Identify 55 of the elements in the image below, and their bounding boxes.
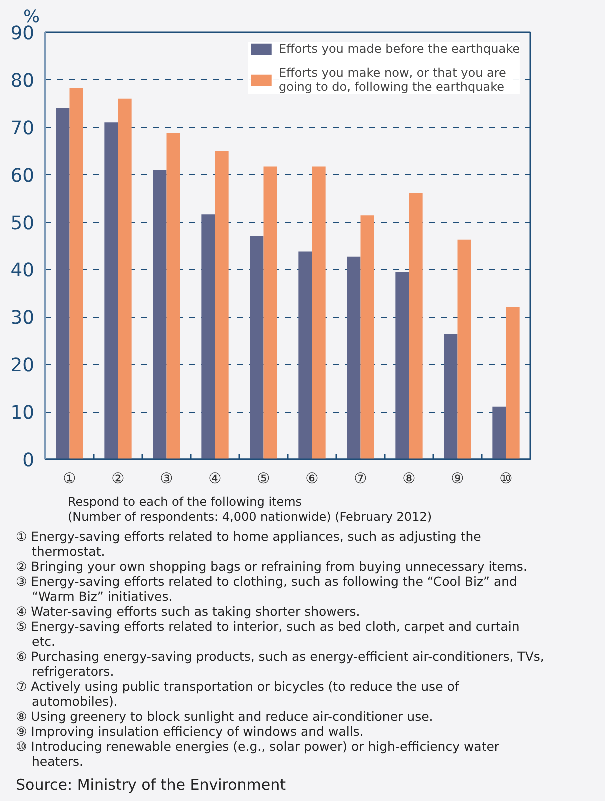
text: ⑥ Purchasing energy-saving products, such as energy-efficient air-conditioners, TVs, refrigerators. [16,649,546,679]
y-tick-label: 20 [10,356,35,377]
legend-label: Efforts you made before the earthquake [278,42,520,56]
x-tick-label: ② [112,470,125,488]
bar [264,166,278,460]
bar [396,272,410,460]
x-tick-label: ⑦ [354,470,368,488]
y-tick-label: 90 [10,24,35,44]
bar [360,216,374,460]
bar [312,166,326,460]
bar [56,108,70,460]
x-tick-label: ① [63,470,76,488]
y-tick-label: 80 [10,70,35,92]
bar [458,240,472,460]
text: Respond to each of the following items [67,495,304,510]
text: ① Energy-saving efforts related to home appliances, such as adjusting the thermostat. [16,529,482,559]
x-tick-label: ⑩ [500,470,513,488]
text: ⑤ Energy-saving efforts related to interior, such as bed cloth, carpet and curtain etc. [16,619,521,649]
x-tick-label: ⑨ [451,470,464,488]
bar [70,88,84,460]
x-tick-label: ⑥ [306,470,319,488]
y-tick-label: 40 [10,260,35,282]
bar [104,122,118,460]
bar [409,193,423,460]
text: ⑦ Actively using public transportation or bicycles (to reduce the use of automobiles). [16,679,460,709]
bar [492,406,506,460]
bar [166,133,180,460]
text: (Number of respondents: 4,000 nationwide) (February 2012) [67,510,434,525]
text: ⑩ Introducing renewable energies (e.g., solar power) or high-efficiency water heaters. [16,739,501,769]
bar [347,256,361,460]
y-tick-label: 60 [10,166,35,187]
bar [444,334,458,460]
bar [298,252,312,460]
x-tick-label: ⑤ [257,470,270,488]
text: ④ Water-saving efforts such as taking shorter showers. [16,604,362,619]
y-tick-label: 50 [10,213,35,234]
y-tick-label: 0 [22,450,35,472]
bar [153,170,167,460]
y-tick-label: 10 [10,403,35,424]
bar [202,214,216,460]
x-tick-label: ③ [160,470,174,488]
bar [250,236,264,460]
bar [506,307,520,460]
x-tick-label: ⑧ [402,470,416,488]
bar [118,98,132,460]
x-tick-label: ④ [208,470,222,488]
legend-label: Efforts you make now, or that you are going to do, following the earthquake [278,66,506,94]
text: ⑨ Improving insulation efficiency of windows and walls. [16,724,365,739]
bar [215,151,229,460]
source-note: Source: Ministry of the Environment [16,775,288,796]
text: ③ Energy-saving efforts related to clothing, such as following the “Cool Biz” and “Warm Biz” initiatives. [16,574,518,604]
y-tick-label: 30 [10,308,35,330]
text: ⑧ Using greenery to block sunlight and reduce air-conditioner use. [16,709,434,724]
text: ② Bringing your own shopping bags or refraining from buying unnecessary items. [16,559,528,574]
y-tick-label: 70 [10,118,35,140]
